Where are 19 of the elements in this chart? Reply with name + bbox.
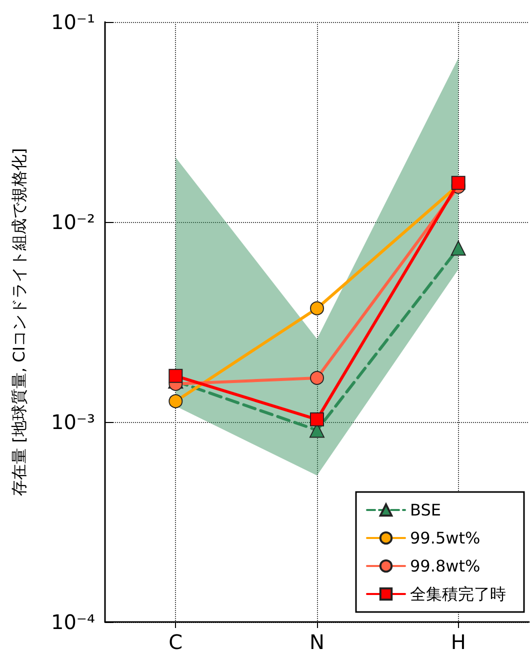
point (310, 370, 324, 385)
x-tick-label: H (450, 630, 466, 652)
point (451, 176, 466, 190)
point (168, 394, 183, 408)
y-tick-label: 10⁻² (50, 210, 95, 234)
y-axis-title: 存在量 [地球質量, CIコンドライト組成で規格化] (10, 148, 28, 496)
point (310, 301, 324, 316)
y-tick-label: 10⁻³ (50, 410, 95, 434)
legend-label: 99.8wt% (410, 556, 480, 576)
legend-label: 99.5wt% (410, 528, 480, 548)
x-tick-label: N (310, 630, 324, 652)
x-tick-label: C (168, 630, 183, 652)
legend-label: BSE (410, 500, 441, 520)
point (310, 412, 324, 426)
y-tick-label: 10⁻¹ (50, 10, 95, 34)
point (450, 240, 466, 256)
legend-label: 全集積完了時 (410, 584, 506, 604)
y-tick-label: 10⁻⁴ (50, 610, 95, 634)
point (168, 368, 183, 383)
